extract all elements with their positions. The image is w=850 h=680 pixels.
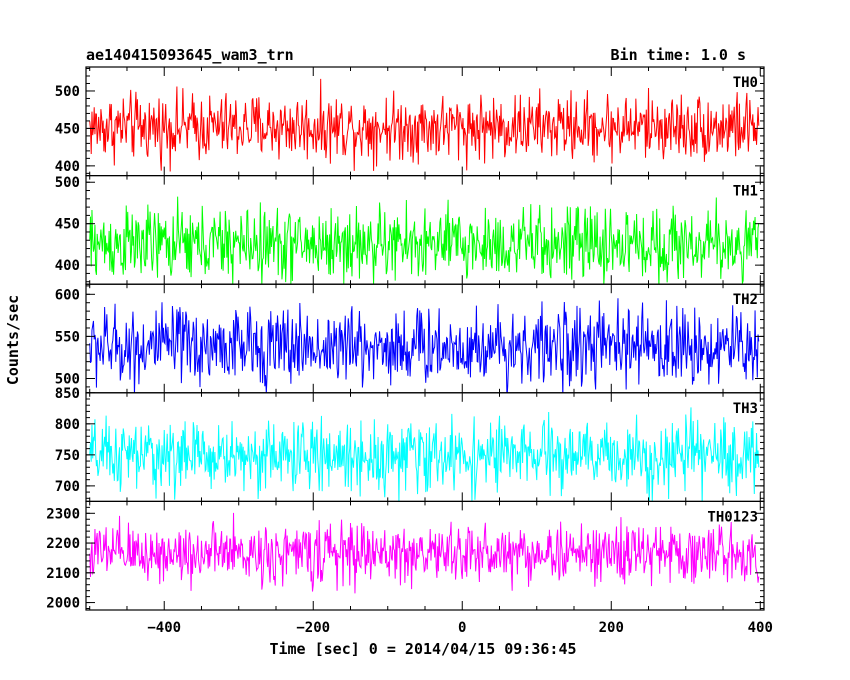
y-tick-label: 550	[55, 329, 80, 345]
y-tick-label: 2100	[46, 566, 80, 582]
panel-label-th0: TH0	[733, 75, 758, 91]
series-line-th0123	[89, 512, 760, 594]
y-tick-label: 2000	[46, 596, 80, 612]
y-tick-label: 400	[55, 258, 80, 274]
y-tick-label: 450	[55, 121, 80, 137]
panel-label-th0123: TH0123	[707, 509, 758, 525]
x-tick-label: 400	[748, 620, 773, 636]
y-tick-label: 800	[55, 417, 80, 433]
y-tick-label: 500	[55, 175, 80, 191]
series-line-th0	[89, 78, 760, 172]
panel-label-th3: TH3	[733, 401, 758, 417]
y-axis-label: Counts/sec	[4, 295, 22, 385]
y-tick-label: 400	[55, 159, 80, 175]
y-tick-label: 500	[55, 84, 80, 100]
y-tick-label: 750	[55, 448, 80, 464]
series-line-th2	[89, 298, 760, 393]
chart-title-right: Bin time: 1.0 s	[611, 46, 746, 64]
x-axis: −400 −200 0 200 400	[147, 620, 773, 636]
panel-label-th1: TH1	[733, 184, 758, 200]
y-tick-label: 700	[55, 479, 80, 495]
panel-label-th2: TH2	[733, 292, 758, 308]
y-tick-label: 500	[55, 371, 80, 387]
y-tick-label: 600	[55, 287, 80, 303]
panel-frame-th0123	[85, 500, 765, 611]
y-tick-label: 2300	[46, 506, 80, 522]
y-tick-label: 450	[55, 217, 80, 233]
series-line-th1	[89, 196, 760, 285]
x-axis-label: Time [sec] 0 = 2014/04/15 09:36:45	[269, 640, 576, 658]
x-tick-label: 0	[458, 620, 466, 636]
y-tick-label: 850	[55, 386, 80, 402]
chart-title-left: ae140415093645_wam3_trn	[86, 46, 294, 64]
x-tick-label: 200	[599, 620, 624, 636]
panels-group: 400 450 500 TH0 400 450 500 TH1 500 550 600 TH2 700 7…	[46, 66, 765, 612]
y-tick-label: 2200	[46, 536, 80, 552]
series-line-th3	[89, 407, 760, 502]
x-tick-label: −200	[296, 620, 330, 636]
x-tick-label: −400	[147, 620, 181, 636]
